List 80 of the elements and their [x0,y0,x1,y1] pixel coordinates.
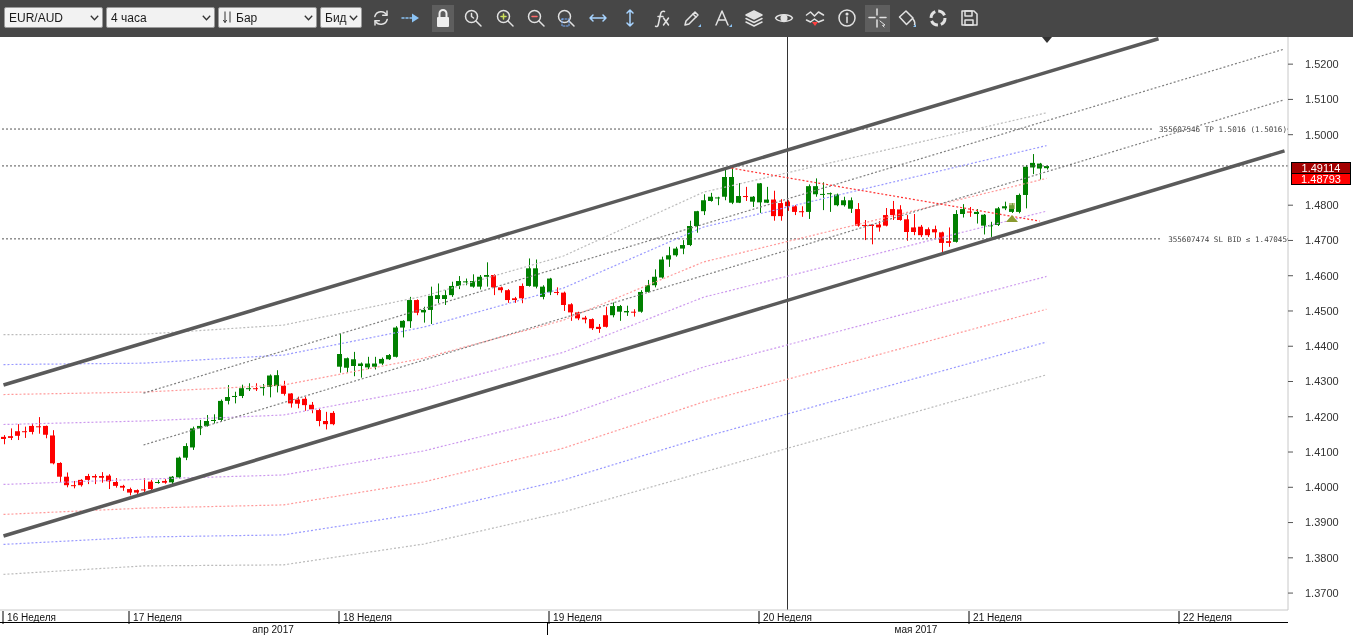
y-tick-label: 1.4400 [1305,340,1339,353]
text: 1.48793 [1291,173,1351,185]
candlestick [820,181,825,211]
candlestick [491,273,496,296]
chart-title: EUR/AUD [9,11,64,25]
candlestick [890,200,895,221]
x-tick-label: 17 Неделя [133,612,182,624]
text: апр 2017 [252,624,294,635]
candlestick [218,398,223,423]
line-series [2,374,1048,575]
y-tick-label: 1.4700 [1305,234,1339,247]
y-tick-label: 1.4300 [1305,375,1339,388]
x-tick-label: 19 Неделя [553,612,602,624]
candlestick [827,192,832,213]
y-tick-label: 1.4800 [1305,199,1339,212]
candlestick [351,351,356,377]
candlestick [778,198,783,222]
candlestick [638,289,643,314]
candlestick [904,214,909,242]
text: мая 2017 [894,624,938,635]
y-tick-label: 1.4000 [1305,481,1339,494]
candlestick [995,206,1000,227]
candlestick [666,246,671,268]
y-tick-label: 1.4500 [1305,304,1339,317]
candlestick [981,213,986,235]
candlestick [1016,193,1021,214]
y-tick-label: 1.3900 [1305,516,1339,529]
line-series [2,112,1048,336]
candlestick [267,373,272,398]
candlestick [225,384,230,405]
x-tick-label: 22 Неделя [1183,612,1232,624]
candlestick [526,257,531,288]
candlestick [407,296,412,329]
candlestick [435,282,440,304]
line-series [2,275,1048,486]
candlestick [743,186,748,202]
candlestick [561,291,566,312]
y-tick-label: 1.5200 [1305,58,1339,71]
x-tick-label: 21 Неделя [973,612,1022,624]
candlestick [855,202,860,228]
x-tick-label: 18 Неделя [343,612,392,624]
candlestick [631,308,636,318]
candlestick [57,461,62,483]
line-series [2,308,1048,516]
candlestick [190,426,195,451]
y-tick-label: 1.4200 [1305,410,1339,423]
candlestick [701,193,706,216]
candlestick [337,333,342,374]
candlestick [799,205,804,218]
y-tick-label: 1.5100 [1305,93,1339,106]
y-tick-label: 1.4100 [1305,445,1339,458]
y-tick-label: 1.5000 [1305,128,1339,141]
line-series [2,210,1048,426]
line-series [2,177,1048,396]
dropdown: Бид [320,7,362,28]
candlestick [484,261,489,288]
y-tick-label: 1.3800 [1305,551,1339,564]
candlestick [862,219,867,241]
dropdown: EUR/AUD [4,7,103,28]
y-tick-label: 1.4600 [1305,269,1339,282]
candlestick [22,426,27,439]
candlestick [911,213,916,236]
candlestick [757,182,762,214]
candlestick [659,256,664,280]
candlestick [274,369,279,393]
line-series [2,145,1048,366]
candlestick [533,259,538,289]
candlestick [519,282,524,304]
text: 1.49114 [1291,161,1351,174]
candlestick [428,286,433,325]
candlestick [946,226,951,248]
candlestick [967,206,972,218]
dropdown: Бар [218,7,317,28]
candlestick [603,306,608,329]
y-tick-label: 1.3700 [1305,586,1339,599]
x-tick-label: 16 Неделя [7,612,56,624]
dropdown: 4 часа [106,7,215,28]
candlestick [813,177,818,198]
x-tick-label: 20 Неделя [763,612,812,624]
candlestick [722,168,727,201]
